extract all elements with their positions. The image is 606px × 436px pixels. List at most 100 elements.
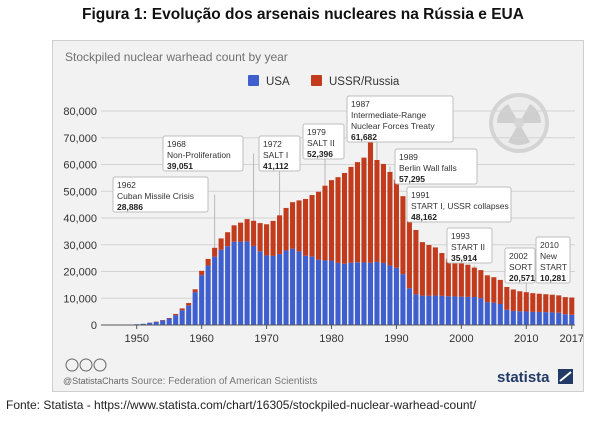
statista-brand: statista bbox=[497, 369, 550, 386]
x-tick-label: 1990 bbox=[384, 333, 408, 345]
annotation-box bbox=[162, 135, 244, 172]
bar-usa bbox=[439, 295, 445, 325]
legend-label-russia: USSR/Russia bbox=[329, 76, 400, 88]
bar-usa bbox=[296, 251, 302, 325]
bar-ussr-russia bbox=[244, 219, 250, 242]
annotation-value: 35,914 bbox=[451, 253, 477, 263]
bar-ussr-russia bbox=[277, 215, 283, 255]
annotation-year: 1989 bbox=[399, 152, 418, 162]
bar-usa bbox=[426, 295, 432, 325]
bar-usa bbox=[367, 262, 373, 325]
bar-ussr-russia bbox=[270, 220, 276, 256]
y-tick-label: 70,000 bbox=[63, 133, 97, 145]
annotation-value: 39,051 bbox=[167, 161, 193, 171]
bar-usa bbox=[387, 265, 393, 325]
bar-ussr-russia bbox=[238, 222, 244, 242]
bar-usa bbox=[400, 274, 406, 325]
bar-usa bbox=[166, 318, 172, 325]
bar-ussr-russia bbox=[367, 142, 373, 263]
bar-ussr-russia bbox=[504, 286, 510, 310]
bar-ussr-russia bbox=[354, 162, 361, 263]
radiation-icon bbox=[489, 93, 549, 153]
bar-ussr-russia bbox=[517, 291, 523, 312]
bar-ussr-russia bbox=[186, 303, 192, 306]
bar-usa bbox=[432, 295, 438, 325]
annotation-value: 10,281 bbox=[540, 273, 566, 283]
annotation-value: 61,682 bbox=[351, 132, 377, 142]
annotation-value: 48,162 bbox=[411, 212, 437, 222]
bar-usa bbox=[491, 302, 497, 325]
bar-usa bbox=[556, 312, 562, 325]
bar-usa bbox=[160, 320, 166, 325]
annotation-year: 1979 bbox=[307, 127, 326, 137]
bar-ussr-russia bbox=[523, 292, 529, 312]
bar-ussr-russia bbox=[166, 317, 172, 319]
annotation-value: 52,396 bbox=[307, 149, 333, 159]
annotation-box bbox=[258, 135, 301, 172]
bar-ussr-russia bbox=[439, 253, 445, 296]
bar-usa bbox=[199, 275, 205, 325]
bar-ussr-russia bbox=[445, 258, 451, 297]
bar-ussr-russia bbox=[212, 247, 218, 257]
bar-ussr-russia bbox=[264, 224, 270, 256]
bar-usa bbox=[445, 296, 451, 325]
bar-ussr-russia bbox=[205, 258, 211, 266]
bar-usa bbox=[277, 254, 283, 325]
bar-ussr-russia bbox=[296, 200, 302, 252]
bar-ussr-russia bbox=[393, 179, 399, 268]
bar-usa bbox=[465, 296, 471, 325]
annotation-event: START I, USSR collapses bbox=[411, 201, 509, 211]
bar-usa bbox=[458, 296, 464, 325]
bar-usa bbox=[452, 296, 458, 325]
chart-card: Stockpiled nuclear warhead count by year… bbox=[52, 40, 584, 392]
annotation-event-line2: START bbox=[540, 262, 567, 272]
bar-ussr-russia bbox=[257, 223, 263, 252]
bar-usa bbox=[218, 249, 224, 325]
bar-usa bbox=[380, 262, 386, 325]
chart-source: Source: Federation of American Scientist… bbox=[131, 376, 317, 387]
bar-usa bbox=[335, 262, 341, 325]
bar-usa bbox=[309, 256, 315, 325]
annotation-box bbox=[394, 148, 478, 185]
x-tick-label: 1950 bbox=[124, 333, 148, 345]
bar-usa bbox=[562, 314, 568, 325]
bar-usa bbox=[173, 315, 179, 325]
bar-usa bbox=[328, 260, 335, 325]
y-tick-label: 0 bbox=[91, 320, 97, 332]
legend-swatch-usa bbox=[248, 75, 259, 86]
bar-ussr-russia bbox=[556, 295, 562, 313]
bar-usa bbox=[147, 322, 153, 325]
legend-swatch-russia bbox=[311, 75, 322, 86]
bar-usa bbox=[238, 241, 244, 325]
bar-ussr-russia bbox=[322, 185, 328, 261]
annotation-box bbox=[535, 236, 571, 284]
bar-usa bbox=[504, 309, 510, 325]
bar-ussr-russia bbox=[173, 313, 179, 316]
bar-ussr-russia bbox=[199, 270, 205, 276]
bar-ussr-russia bbox=[530, 293, 536, 312]
bar-ussr-russia bbox=[179, 308, 185, 311]
bar-ussr-russia bbox=[335, 177, 341, 263]
y-tick-label: 10,000 bbox=[63, 293, 97, 305]
y-tick-label: 30,000 bbox=[63, 240, 97, 252]
x-axis: 1950 1960 1970 1980 1990 2000 2010 2017 bbox=[124, 325, 583, 345]
bar-usa bbox=[497, 303, 503, 325]
bar-usa bbox=[192, 292, 198, 325]
y-tick-label: 50,000 bbox=[63, 186, 97, 198]
chart-legend: USA USSR/Russia bbox=[248, 75, 400, 88]
annotation-year: 1987 bbox=[351, 99, 370, 109]
bar-ussr-russia bbox=[328, 180, 335, 261]
bar-usa bbox=[406, 288, 412, 325]
bar-usa bbox=[484, 302, 490, 325]
bar-ussr-russia bbox=[478, 270, 484, 299]
bar-usa bbox=[225, 246, 231, 325]
bar-ussr-russia bbox=[471, 267, 477, 298]
bar-ussr-russia bbox=[400, 196, 406, 275]
bar-ussr-russia bbox=[569, 297, 575, 315]
annotation-year: 1972 bbox=[263, 139, 282, 149]
